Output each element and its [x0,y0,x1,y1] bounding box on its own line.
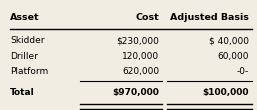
Text: Skidder: Skidder [10,36,45,45]
Text: Cost: Cost [136,13,159,22]
Text: Platform: Platform [10,67,49,76]
Text: Adjusted Basis: Adjusted Basis [170,13,249,22]
Text: Driller: Driller [10,52,38,61]
Text: $230,000: $230,000 [116,36,159,45]
Text: $ 40,000: $ 40,000 [209,36,249,45]
Text: 120,000: 120,000 [122,52,159,61]
Text: $100,000: $100,000 [203,88,249,97]
Text: 60,000: 60,000 [218,52,249,61]
Text: -0-: -0- [237,67,249,76]
Text: 620,000: 620,000 [122,67,159,76]
Text: $970,000: $970,000 [113,88,159,97]
Text: Asset: Asset [10,13,40,22]
Text: Total: Total [10,88,35,97]
